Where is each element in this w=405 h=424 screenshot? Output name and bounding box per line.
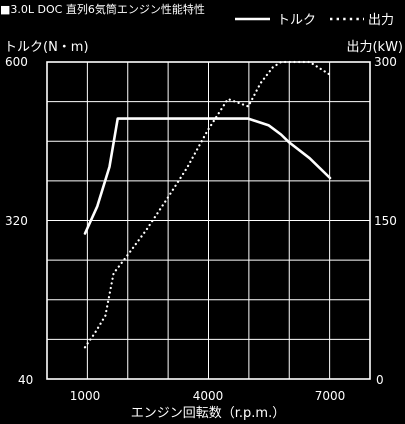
y-left-tick-label: 320 [5,214,28,228]
y-right-axis-label: 出力(kW) [346,40,403,55]
y-right-tick-label: 300 [374,55,397,69]
legend-torque-label: トルク [277,13,316,28]
y-left-tick-label: 600 [5,55,28,69]
legend-power-label: 出力 [368,13,394,28]
x-tick-label: 1000 [70,389,101,403]
grid [47,62,370,379]
x-axis-label: エンジン回転数（r.p.m.） [131,406,285,421]
x-ticks: 1000 4000 7000 [70,389,346,403]
series-lines [83,60,332,349]
x-tick-label: 4000 [193,389,224,403]
y-left-ticks: 600 320 40 [5,55,33,387]
y-right-ticks: 300 150 0 [374,55,397,387]
y-left-tick-label: 40 [18,373,33,387]
y-right-tick-label: 150 [374,214,397,228]
torque-series-line [83,117,332,235]
plot-border [46,61,371,380]
legend: トルク 出力 [235,13,394,28]
x-tick-label: 7000 [315,389,346,403]
power-series-line [83,60,332,349]
chart-title: ■3.0L DOC 直列6気筒エンジン性能特性 [0,2,205,16]
y-left-axis-label: トルク(N・m) [4,40,89,55]
y-right-tick-label: 0 [376,373,384,387]
